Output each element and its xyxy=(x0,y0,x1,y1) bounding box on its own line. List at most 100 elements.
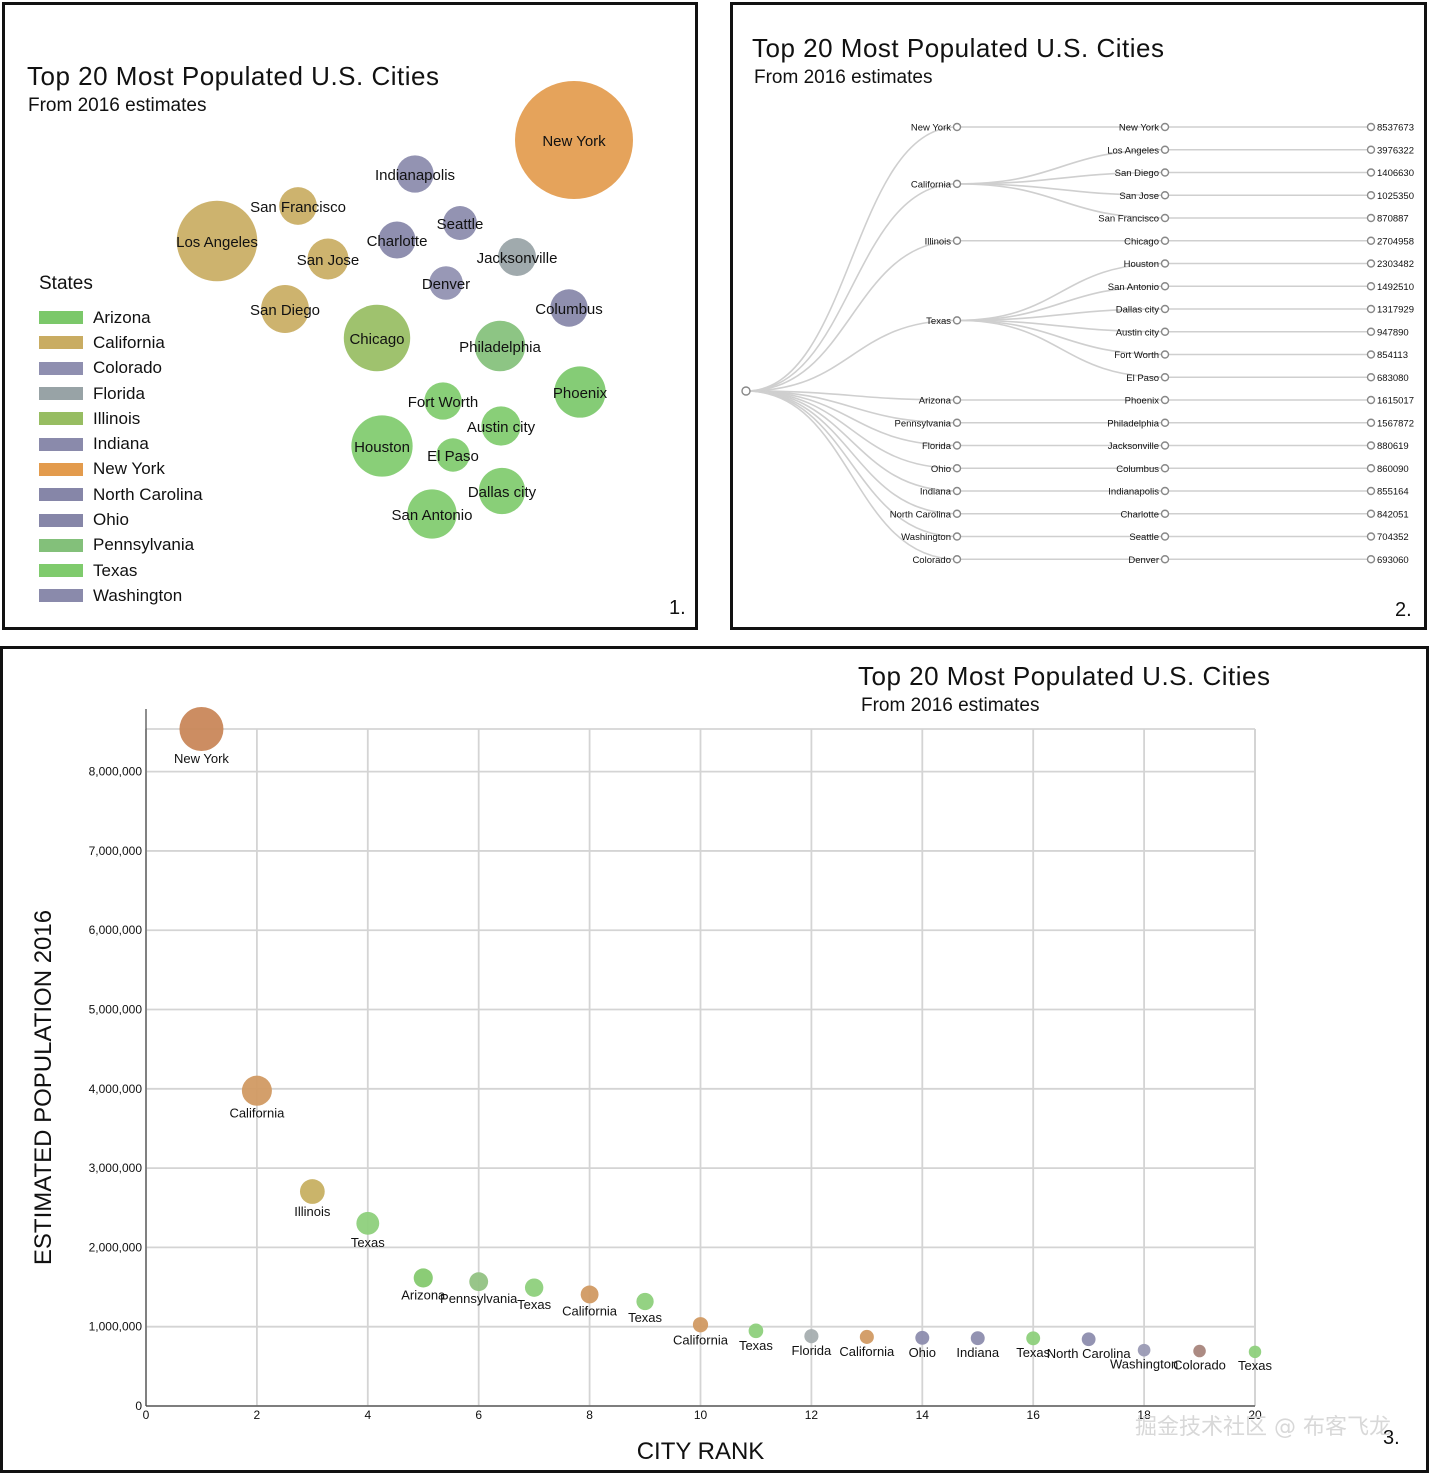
population-label: 854113 xyxy=(1377,350,1408,361)
data-point-label: Ohio xyxy=(909,1345,936,1360)
data-point-label: Texas xyxy=(1016,1345,1050,1360)
city-node xyxy=(1160,486,1170,496)
panel-number: 3. xyxy=(1383,1427,1400,1449)
legend-label: New York xyxy=(93,459,165,479)
city-node xyxy=(1160,145,1170,154)
bubble-label: San Antonio xyxy=(392,507,473,524)
tree-link xyxy=(956,285,1166,322)
city-node xyxy=(1160,441,1170,450)
state-node-label: New York xyxy=(911,123,951,134)
population-label: 1025350 xyxy=(1377,191,1414,202)
legend-item: Colorado xyxy=(39,356,203,381)
bubble-label: Jacksonville xyxy=(477,250,558,267)
data-point xyxy=(915,1330,930,1345)
x-tick-label: 6 xyxy=(475,1408,482,1422)
data-point xyxy=(1193,1344,1206,1358)
state-node xyxy=(952,509,962,518)
data-point xyxy=(469,1272,489,1292)
tree-link xyxy=(745,390,958,538)
state-node-label: Indiana xyxy=(920,487,952,498)
city-node xyxy=(1160,509,1170,518)
tree-link xyxy=(745,319,958,392)
city-bubble xyxy=(443,206,477,240)
data-point-label: Illinois xyxy=(294,1204,331,1219)
population-label: 1567872 xyxy=(1377,418,1414,429)
legend-swatch xyxy=(39,564,83,578)
city-node xyxy=(1160,259,1170,268)
legend-label: Colorado xyxy=(93,358,162,378)
bubble-label: Houston xyxy=(354,439,410,456)
x-tick-label: 16 xyxy=(1027,1408,1041,1422)
value-node xyxy=(1366,418,1376,427)
city-node-label: San Jose xyxy=(1119,191,1159,202)
bubble-label: Columbus xyxy=(535,301,603,318)
data-point xyxy=(179,707,224,751)
value-node xyxy=(1366,350,1376,359)
bubble-label: El Paso xyxy=(427,448,479,465)
legend-item: Illinois xyxy=(39,406,203,431)
watermark: 掘金技术社区 @ 布客飞龙 xyxy=(1135,1415,1391,1440)
state-node xyxy=(952,122,962,132)
city-bubble xyxy=(343,304,411,372)
data-point xyxy=(1081,1332,1096,1347)
city-node-label: Seattle xyxy=(1129,532,1159,543)
data-point xyxy=(636,1292,654,1311)
data-point-label: North Carolina xyxy=(1047,1346,1132,1361)
value-node xyxy=(1366,373,1376,382)
bubble-label: Dallas city xyxy=(468,484,537,501)
axes xyxy=(145,709,1255,1407)
value-node xyxy=(1366,441,1376,450)
state-node-label: Ohio xyxy=(931,464,951,475)
bubble-label: San Francisco xyxy=(250,199,346,216)
legend-label: Arizona xyxy=(93,307,151,327)
state-node-label: Pennsylvania xyxy=(894,418,951,429)
data-point-label: Texas xyxy=(1238,1358,1272,1373)
population-label: 860090 xyxy=(1377,464,1409,475)
bubble-label: Seattle xyxy=(437,216,484,233)
data-point-label: California xyxy=(229,1106,285,1121)
panel-number: 1. xyxy=(669,597,686,619)
population-label: 2704958 xyxy=(1377,236,1414,247)
tree-links xyxy=(745,126,1371,561)
scatter-chart: 0 2 4 6 8 10 12 14 16 18 20 0 1,000,000 2,000,000 3,00… xyxy=(30,707,1272,1465)
city-bubble xyxy=(424,382,462,420)
population-label: 842051 xyxy=(1377,509,1409,520)
city-node-label: Houston xyxy=(1124,259,1159,270)
legend-label: Washington xyxy=(93,585,183,605)
x-tick-label: 2 xyxy=(254,1408,261,1422)
data-point-label: Texas xyxy=(517,1297,551,1312)
value-node xyxy=(1366,213,1376,223)
bubble-label: Denver xyxy=(422,276,470,293)
state-node-label: Texas xyxy=(926,316,951,327)
city-node xyxy=(1160,191,1170,200)
data-point xyxy=(692,1317,709,1333)
population-label: 2303482 xyxy=(1377,259,1414,270)
y-tick-label: 8,000,000 xyxy=(89,765,143,779)
y-tick-label: 3,000,000 xyxy=(89,1161,143,1175)
legend-label: North Carolina xyxy=(93,484,203,504)
city-node-label: San Antonio xyxy=(1108,282,1159,293)
legend-swatch xyxy=(39,589,83,603)
city-node xyxy=(1160,327,1170,336)
tree-link xyxy=(956,171,1166,185)
bubble-label: San Jose xyxy=(297,252,360,269)
data-point-label: Pennsylvania xyxy=(440,1291,518,1306)
legend-swatch xyxy=(39,361,83,375)
legend-label: Texas xyxy=(93,560,138,580)
x-tick-label: 8 xyxy=(586,1408,593,1422)
city-bubble xyxy=(498,238,536,276)
legend-item: New York xyxy=(39,457,203,482)
state-node-label: Illinois xyxy=(925,236,952,247)
chart-subtitle: From 2016 estimates xyxy=(754,67,933,88)
bubble-label: Los Angeles xyxy=(176,234,258,251)
value-node xyxy=(1366,555,1376,564)
tree-link xyxy=(745,390,958,515)
state-legend: Arizona California Colorado Florida Illinois… xyxy=(39,305,203,609)
data-point-label: Washington xyxy=(1110,1356,1178,1371)
x-axis-title: CITY RANK xyxy=(637,1438,765,1465)
tree-link xyxy=(745,183,958,392)
bubble-label: Austin city xyxy=(467,419,536,436)
state-node-label: Arizona xyxy=(919,396,952,407)
state-node xyxy=(952,532,962,541)
tree-link xyxy=(956,183,1166,219)
